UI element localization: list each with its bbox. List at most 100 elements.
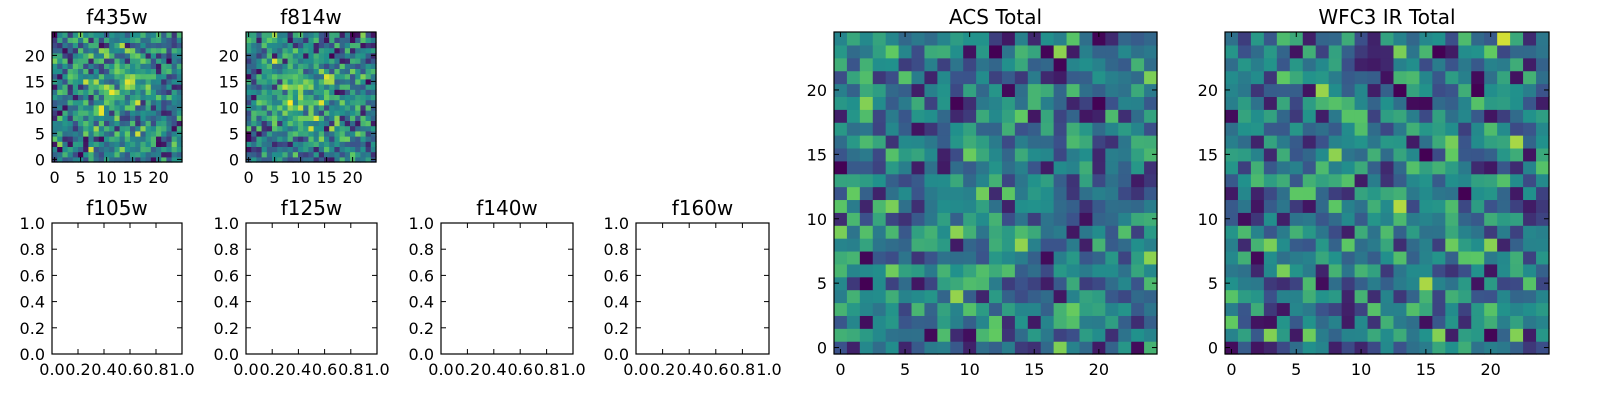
heatmap-cell: [282, 125, 289, 132]
heatmap-cell: [1118, 57, 1132, 72]
heatmap-cell: [1027, 173, 1042, 188]
heatmap-cell: [298, 130, 304, 137]
heatmap-cell: [834, 199, 848, 213]
heatmap-cell: [1289, 109, 1304, 123]
heatmap-cell: [298, 78, 304, 85]
heatmap-cell: [1328, 135, 1343, 149]
heatmap-cell: [898, 341, 913, 355]
heatmap-cell: [1354, 122, 1369, 136]
heatmap-cell: [176, 58, 183, 64]
heatmap-cell: [130, 37, 136, 43]
heatmap-cell: [350, 94, 356, 101]
heatmap-cell: [1092, 199, 1106, 213]
heatmap-cell: [1354, 44, 1369, 59]
heatmap-cell: [339, 42, 346, 49]
heatmap-cell: [937, 225, 951, 239]
y-tick-label: 0.6: [214, 266, 239, 285]
heatmap-cell: [1367, 225, 1382, 239]
heatmap-cell: [303, 78, 309, 85]
heatmap-cell: [67, 156, 74, 163]
heatmap-cell: [57, 89, 63, 95]
heatmap-cell: [277, 99, 283, 106]
heatmap-cell: [1302, 147, 1317, 162]
heatmap-cell: [355, 125, 361, 132]
heatmap-cell: [318, 78, 325, 85]
heatmap-cell: [1432, 212, 1446, 226]
heatmap-cell: [1341, 96, 1356, 110]
heatmap-cell: [277, 84, 283, 90]
heatmap-cell: [313, 73, 320, 80]
heatmap-cell: [1040, 328, 1055, 342]
heatmap-cell: [1328, 302, 1343, 316]
heatmap-cell: [1118, 238, 1132, 252]
heatmap-cell: [846, 173, 861, 188]
heatmap-cell: [161, 37, 167, 43]
heatmap-cell: [166, 104, 173, 111]
heatmap-cell: [140, 32, 147, 38]
heatmap-cell: [1380, 186, 1395, 201]
heatmap-cell: [1458, 225, 1472, 239]
heatmap-cell: [303, 37, 309, 43]
heatmap-cell: [282, 42, 289, 49]
heatmap-cell: [1445, 276, 1459, 291]
heatmap-cell: [83, 89, 89, 95]
heatmap-cell: [176, 151, 183, 158]
heatmap-cell: [161, 110, 167, 116]
heatmap-cell: [1014, 263, 1029, 278]
heatmap-cell: [303, 156, 309, 163]
heatmap-cell: [1315, 238, 1330, 252]
heatmap-cell: [251, 99, 257, 106]
heatmap-cell: [114, 120, 121, 127]
heatmap-cell: [303, 32, 309, 38]
heatmap-cell: [1079, 96, 1093, 110]
heatmap-cell: [1079, 57, 1093, 72]
heatmap-cell: [251, 89, 257, 95]
heatmap-cell: [287, 136, 294, 142]
heatmap-cell: [334, 104, 341, 111]
heatmap-cell: [872, 263, 887, 278]
heatmap-cell: [1105, 32, 1119, 46]
heatmap-cell: [963, 225, 977, 239]
heatmap-cell: [171, 68, 178, 75]
heatmap-cell: [1001, 238, 1016, 252]
heatmap-cell: [1419, 70, 1433, 85]
heatmap-cell: [1393, 302, 1408, 316]
heatmap-cell: [1053, 57, 1068, 72]
y-tick-label: 0.2: [214, 319, 239, 338]
heatmap-cell: [72, 37, 79, 43]
heatmap-cell: [67, 104, 74, 111]
heatmap-cell: [924, 250, 938, 265]
heatmap-cell: [272, 73, 278, 80]
heatmap-cell: [1536, 135, 1550, 149]
heatmap-cell: [1105, 341, 1119, 355]
heatmap-cell: [339, 94, 346, 101]
heatmap-cell: [318, 136, 325, 142]
heatmap-cell: [308, 84, 315, 90]
heatmap-cell: [1406, 276, 1420, 291]
heatmap-cell: [83, 99, 89, 106]
heatmap-cell: [292, 120, 299, 127]
heatmap-cell: [1079, 70, 1093, 85]
heatmap-cell: [1315, 263, 1330, 278]
heatmap-cell: [1354, 147, 1369, 162]
heatmap-cell: [344, 110, 351, 116]
heatmap-cell: [370, 47, 377, 54]
heatmap-cell: [1354, 302, 1369, 316]
heatmap-cell: [277, 63, 283, 69]
heatmap-cell: [266, 68, 273, 75]
heatmap-cell: [976, 70, 990, 85]
heatmap-cell: [93, 120, 100, 127]
heatmap-cell: [1105, 135, 1119, 149]
heatmap-cell: [989, 263, 1003, 278]
heatmap-cell: [1406, 96, 1420, 110]
heatmap-cell: [161, 141, 167, 147]
heatmap-cell: [176, 42, 183, 49]
heatmap-cell: [1354, 250, 1369, 265]
heatmap-cell: [846, 328, 861, 342]
heatmap-cell: [1523, 147, 1537, 162]
heatmap-cell: [57, 52, 63, 59]
heatmap-cell: [62, 73, 69, 80]
heatmap-cell: [1315, 122, 1330, 136]
heatmap-cell: [104, 99, 110, 106]
heatmap-cell: [1393, 225, 1408, 239]
